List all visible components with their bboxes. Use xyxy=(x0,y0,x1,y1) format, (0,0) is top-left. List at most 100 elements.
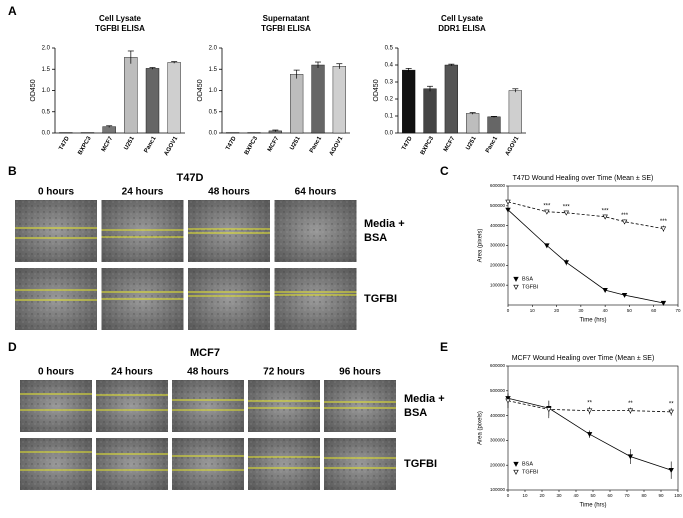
x-tick-label: 40 xyxy=(573,493,579,498)
annotation: ** xyxy=(628,401,633,407)
bar xyxy=(508,90,522,134)
legend-label: BSA xyxy=(522,461,533,467)
y-tick-label: 300000 xyxy=(490,438,506,443)
y-tick-label: 1.5 xyxy=(209,67,218,73)
x-tick-label: U251 xyxy=(124,135,137,151)
annotation: *** xyxy=(563,204,571,210)
point xyxy=(621,292,628,298)
bar xyxy=(290,74,304,134)
panel-label: B xyxy=(8,164,17,178)
x-tick-label: AGOV1 xyxy=(505,135,521,157)
row-label: Media + xyxy=(364,218,405,230)
chart-title: Cell Lysate xyxy=(99,14,141,23)
panel-label: E xyxy=(440,340,448,354)
x-tick-label: Panc1 xyxy=(485,135,499,154)
x-tick-label: 90 xyxy=(658,493,664,498)
x-tick-label: 50 xyxy=(590,493,596,498)
legend-marker xyxy=(513,461,519,467)
micrograph-texture xyxy=(188,268,270,330)
column-label: 24 hours xyxy=(111,367,153,378)
x-tick-label: 40 xyxy=(603,308,609,313)
x-tick-label: 20 xyxy=(554,308,560,313)
micrograph-texture xyxy=(248,438,320,490)
y-tick-label: 200000 xyxy=(490,263,506,268)
annotation: *** xyxy=(543,203,551,209)
column-label: 48 hours xyxy=(208,187,250,198)
y-tick-label: 0.1 xyxy=(385,114,394,120)
bar xyxy=(402,69,416,134)
series-line xyxy=(507,209,664,304)
point xyxy=(621,219,628,225)
x-tick-label: Panc1 xyxy=(144,135,158,154)
legend-marker xyxy=(513,276,519,282)
point xyxy=(602,214,608,220)
bar xyxy=(102,126,116,134)
y-tick-label: 1.5 xyxy=(42,67,51,73)
y-tick-label: 0.2 xyxy=(385,97,394,103)
x-tick-label: 80 xyxy=(641,493,647,498)
y-tick-label: 1.0 xyxy=(42,88,51,94)
x-tick-label: T47D xyxy=(401,135,414,151)
micrograph-texture xyxy=(274,200,357,262)
y-tick-label: 0.0 xyxy=(209,131,218,137)
y-tick-label: 0.0 xyxy=(42,131,51,137)
y-tick-label: 0.3 xyxy=(385,80,394,86)
x-tick-label: BXPC3 xyxy=(77,135,93,156)
column-label: 64 hours xyxy=(295,187,337,198)
chart-subtitle: TGFBI ELISA xyxy=(95,24,145,33)
bar xyxy=(466,113,480,134)
column-label: 0 hours xyxy=(38,187,75,198)
legend-marker xyxy=(513,469,519,475)
micrograph-texture xyxy=(15,200,97,262)
row-label: TGFBI xyxy=(404,458,437,470)
y-tick-label: 400000 xyxy=(490,223,506,228)
column-label: 0 hours xyxy=(38,367,75,378)
y-axis-label: Area (pixels) xyxy=(478,411,484,445)
y-tick-label: 500000 xyxy=(490,203,506,208)
x-axis-label: Time (hrs) xyxy=(579,503,606,509)
bar xyxy=(167,62,181,134)
point xyxy=(668,468,674,473)
point xyxy=(602,288,608,293)
x-tick-label: T47D xyxy=(225,135,238,151)
x-axis-label: Time (hrs) xyxy=(579,318,606,324)
bar xyxy=(311,64,325,134)
y-axis-label: OD450 xyxy=(30,79,37,101)
legend-label: BSA xyxy=(522,276,533,282)
chart-subtitle: TGFBI ELISA xyxy=(261,24,311,33)
micrograph-texture xyxy=(20,380,92,432)
legend-label: TGFBI xyxy=(522,284,539,290)
point xyxy=(627,454,634,460)
y-tick-label: 200000 xyxy=(490,462,506,467)
y-tick-label: 1.0 xyxy=(209,88,218,94)
x-tick-label: 30 xyxy=(578,308,584,313)
row-label: BSA xyxy=(404,407,427,419)
column-label: 96 hours xyxy=(339,367,381,378)
point xyxy=(544,209,550,215)
point xyxy=(563,260,569,266)
point xyxy=(627,408,634,414)
x-tick-label: 100 xyxy=(674,493,682,498)
micrograph-title: MCF7 xyxy=(190,347,220,359)
chart-title: T47D Wound Healing over Time (Mean ± SE) xyxy=(513,175,654,182)
point xyxy=(660,226,667,232)
x-tick-label: T47D xyxy=(58,135,71,151)
y-tick-label: 500000 xyxy=(490,388,506,393)
micrograph-title: T47D xyxy=(177,172,204,184)
x-tick-label: 60 xyxy=(651,308,657,313)
y-tick-label: 300000 xyxy=(490,243,506,248)
chart-subtitle: DDR1 ELISA xyxy=(438,24,486,33)
x-tick-label: MCF7 xyxy=(443,135,457,153)
bar xyxy=(444,64,458,134)
x-tick-label: 20 xyxy=(539,493,545,498)
point xyxy=(546,407,552,413)
annotation: *** xyxy=(621,213,629,219)
panel-label: A xyxy=(8,4,17,18)
panel-label: D xyxy=(8,340,17,354)
row-label: TGFBI xyxy=(364,293,397,305)
x-tick-label: U251 xyxy=(465,135,478,151)
y-tick-label: 2.0 xyxy=(209,46,218,52)
bar xyxy=(487,116,501,134)
row-label: BSA xyxy=(364,232,387,244)
